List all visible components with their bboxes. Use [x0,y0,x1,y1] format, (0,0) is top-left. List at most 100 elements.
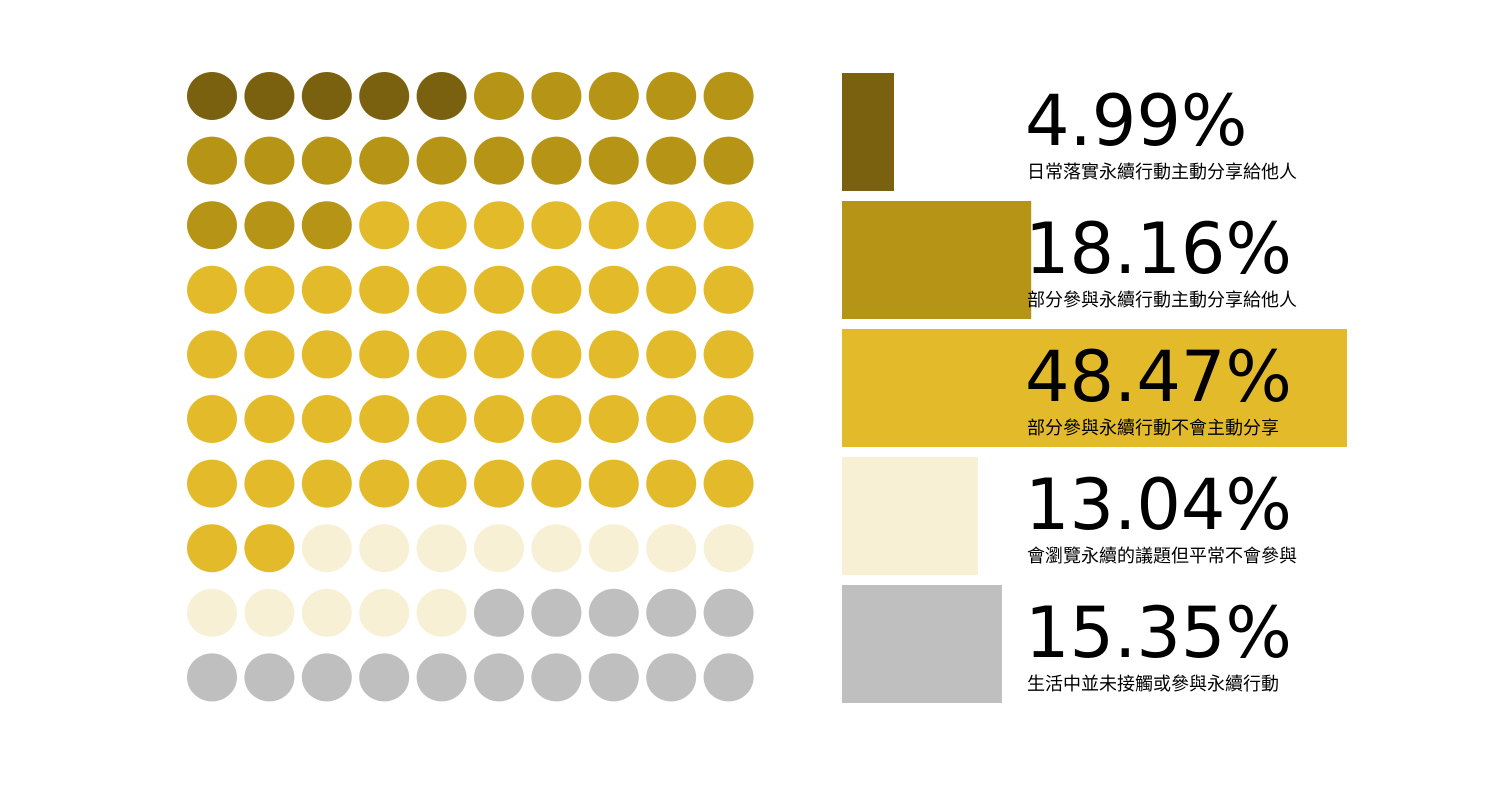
waffle-dot [531,201,582,250]
waffle-dot [531,653,582,702]
category-label: 生活中並未接觸或參與永續行動 [1027,674,1279,695]
waffle-dot [244,201,295,250]
category-label: 日常落實永續行動主動分享給他人 [1027,162,1297,183]
waffle-dot [187,265,237,314]
waffle-dot [359,330,410,379]
waffle-dot [646,459,697,508]
waffle-dot [474,72,524,120]
waffle-dot [646,136,697,185]
waffle-dot [301,395,352,443]
waffle-dot [301,588,352,637]
waffle-dot [301,201,352,250]
waffle-dot [244,72,295,120]
waffle-dot [703,265,754,314]
waffle-dot [416,653,467,702]
waffle-dot [531,459,582,508]
waffle-dot [703,330,754,379]
waffle-dot [588,459,639,508]
waffle-dot [646,588,697,637]
waffle-dot [646,201,697,250]
waffle-dot [187,459,237,508]
waffle-dot [244,588,295,637]
value-label: 13.04% [1025,464,1292,546]
waffle-dot [359,265,410,314]
waffle-dot [359,459,410,508]
bar [842,457,978,575]
waffle-dot [646,653,697,702]
value-label: 18.16% [1025,208,1292,290]
waffle-dot [416,201,467,250]
waffle-dot [703,395,754,443]
bar [842,329,1347,447]
waffle-dot [588,395,639,443]
waffle-dot [359,201,410,250]
waffle-dot [244,395,295,443]
waffle-dot [416,136,467,185]
waffle-dot [359,136,410,185]
waffle-dot [531,72,582,120]
waffle-dot [474,588,524,637]
waffle-dot [187,524,237,573]
waffle-dot [474,330,524,379]
waffle-dot [646,395,697,443]
waffle-dot [531,330,582,379]
waffle-dot [244,330,295,379]
waffle-dot [301,459,352,508]
waffle-dot [474,265,524,314]
waffle-dot [359,72,410,120]
waffle-dot [416,524,467,573]
waffle-dot [244,136,295,185]
waffle-dot [588,201,639,250]
value-label: 4.99% [1025,80,1247,162]
waffle-dot [703,136,754,185]
waffle-dot [301,136,352,185]
waffle-dot [588,265,639,314]
waffle-dot [244,459,295,508]
waffle-dot [531,136,582,185]
waffle-dot [244,524,295,573]
waffle-dot [646,72,697,120]
waffle-dot [301,653,352,702]
waffle-dot [187,330,237,379]
waffle-dot [187,136,237,185]
value-label: 48.47% [1025,336,1292,418]
waffle-dot [301,524,352,573]
waffle-dot [416,395,467,443]
bar [842,201,1032,319]
waffle-dot [588,653,639,702]
waffle-dot [187,588,237,637]
waffle-dot [703,459,754,508]
value-label: 15.35% [1025,592,1292,674]
waffle-dot [474,524,524,573]
waffle-dot [588,330,639,379]
waffle-dot [416,265,467,314]
waffle-dot [588,524,639,573]
waffle-dot [301,330,352,379]
waffle-dot [646,524,697,573]
waffle-dot [531,588,582,637]
waffle-dot [588,136,639,185]
waffle-dot [531,395,582,443]
waffle-dot [703,72,754,120]
category-label: 部分參與永續行動不會主動分享 [1027,418,1279,439]
waffle-dot [531,265,582,314]
waffle-dot [474,653,524,702]
waffle-dot [531,524,582,573]
waffle-dot [301,265,352,314]
category-label: 會瀏覽永續的議題但平常不會參與 [1027,546,1297,567]
waffle-dot [359,588,410,637]
waffle-dot [703,524,754,573]
bar [842,585,1002,703]
bar [842,73,894,191]
waffle-dot [416,330,467,379]
waffle-dot [703,201,754,250]
waffle-dot [301,72,352,120]
waffle-dot [187,395,237,443]
waffle-dot [416,72,467,120]
waffle-dot [416,459,467,508]
waffle-dot [474,136,524,185]
category-label: 部分參與永續行動主動分享給他人 [1027,290,1297,311]
waffle-dot [588,72,639,120]
waffle-dot [646,330,697,379]
